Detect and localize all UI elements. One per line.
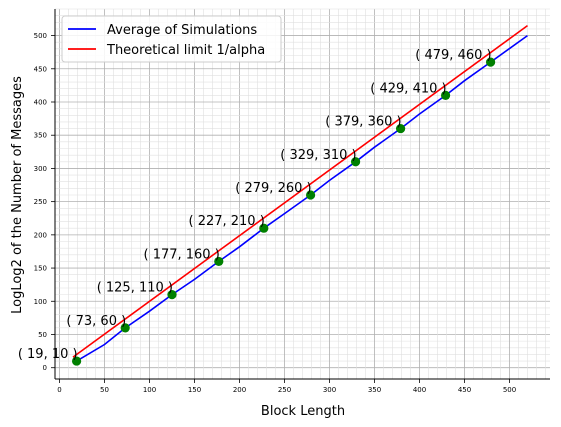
point-annotation-label: ( 429, 410 )	[370, 81, 446, 96]
y-axis-label: LogLog2 of the Number of Messages	[10, 76, 25, 314]
y-tick-label: 350	[34, 132, 47, 140]
axes-spines	[54, 9, 550, 380]
x-tick-label: 0	[57, 386, 61, 394]
point-annotation-label: ( 73, 60 )	[66, 314, 126, 329]
y-axis-ticks: 0 50 100 150 200 250 300 350 400 450 500	[34, 32, 55, 372]
point-annotation-label: ( 479, 460 )	[415, 48, 491, 63]
x-axis-ticks: 0 50 100 150 200 250 300 350 400 450 500	[57, 379, 516, 394]
x-tick-label: 500	[503, 386, 516, 394]
data-point-marker	[259, 223, 269, 233]
point-annotation-label: ( 279, 260 )	[235, 181, 311, 196]
point-annotation-label: ( 379, 360 )	[325, 115, 401, 130]
x-tick-label: 150	[188, 386, 201, 394]
point-annotation-label: ( 329, 310 )	[280, 148, 356, 163]
y-tick-label: 200	[34, 231, 47, 239]
data-point-marker	[396, 123, 406, 134]
x-tick-label: 450	[458, 386, 471, 394]
y-tick-label: 0	[43, 364, 47, 372]
x-tick-label: 100	[143, 386, 156, 394]
x-axis-label: Block Length	[261, 404, 345, 419]
point-annotation-label: ( 227, 210 )	[188, 214, 264, 229]
legend-label-theoretical: Theoretical limit 1/alpha	[106, 43, 265, 58]
point-annotations: ( 19, 10 ) ( 73, 60 ) ( 125, 110 ) ( 177, 1…	[18, 48, 492, 362]
data-point-marker	[351, 157, 361, 167]
x-tick-label: 50	[100, 386, 109, 394]
series-line-theoretical	[72, 24, 528, 358]
data-point-marker	[214, 256, 224, 267]
data-point-marker	[120, 323, 130, 333]
x-tick-label: 400	[413, 386, 426, 394]
y-tick-label: 50	[38, 331, 47, 339]
legend-box	[61, 15, 282, 63]
x-tick-label: 300	[323, 386, 336, 394]
y-tick-label: 300	[34, 165, 47, 173]
series-lines	[72, 24, 528, 362]
series-line-average	[76, 34, 528, 362]
data-point-marker	[167, 290, 177, 300]
data-point-marker	[72, 356, 82, 366]
data-markers	[72, 57, 496, 366]
data-point-marker	[306, 190, 316, 200]
y-tick-label: 100	[34, 298, 47, 306]
data-point-marker	[486, 57, 496, 67]
data-point-marker	[441, 90, 451, 100]
legend-label-average: Average of Simulations	[107, 23, 257, 38]
y-tick-label: 500	[34, 32, 47, 40]
x-tick-label: 350	[368, 386, 381, 394]
point-annotation-label: ( 177, 160 )	[143, 247, 219, 262]
legend: Average of Simulations Theoretical limit…	[61, 15, 282, 63]
point-annotation-label: ( 19, 10 )	[18, 347, 78, 362]
y-tick-label: 250	[34, 198, 47, 206]
y-tick-label: 150	[34, 265, 47, 273]
y-tick-label: 450	[34, 65, 47, 73]
x-tick-label: 200	[233, 386, 246, 394]
point-annotation-label: ( 125, 110 )	[97, 281, 173, 296]
y-tick-label: 400	[34, 98, 47, 106]
x-tick-label: 250	[278, 386, 291, 394]
